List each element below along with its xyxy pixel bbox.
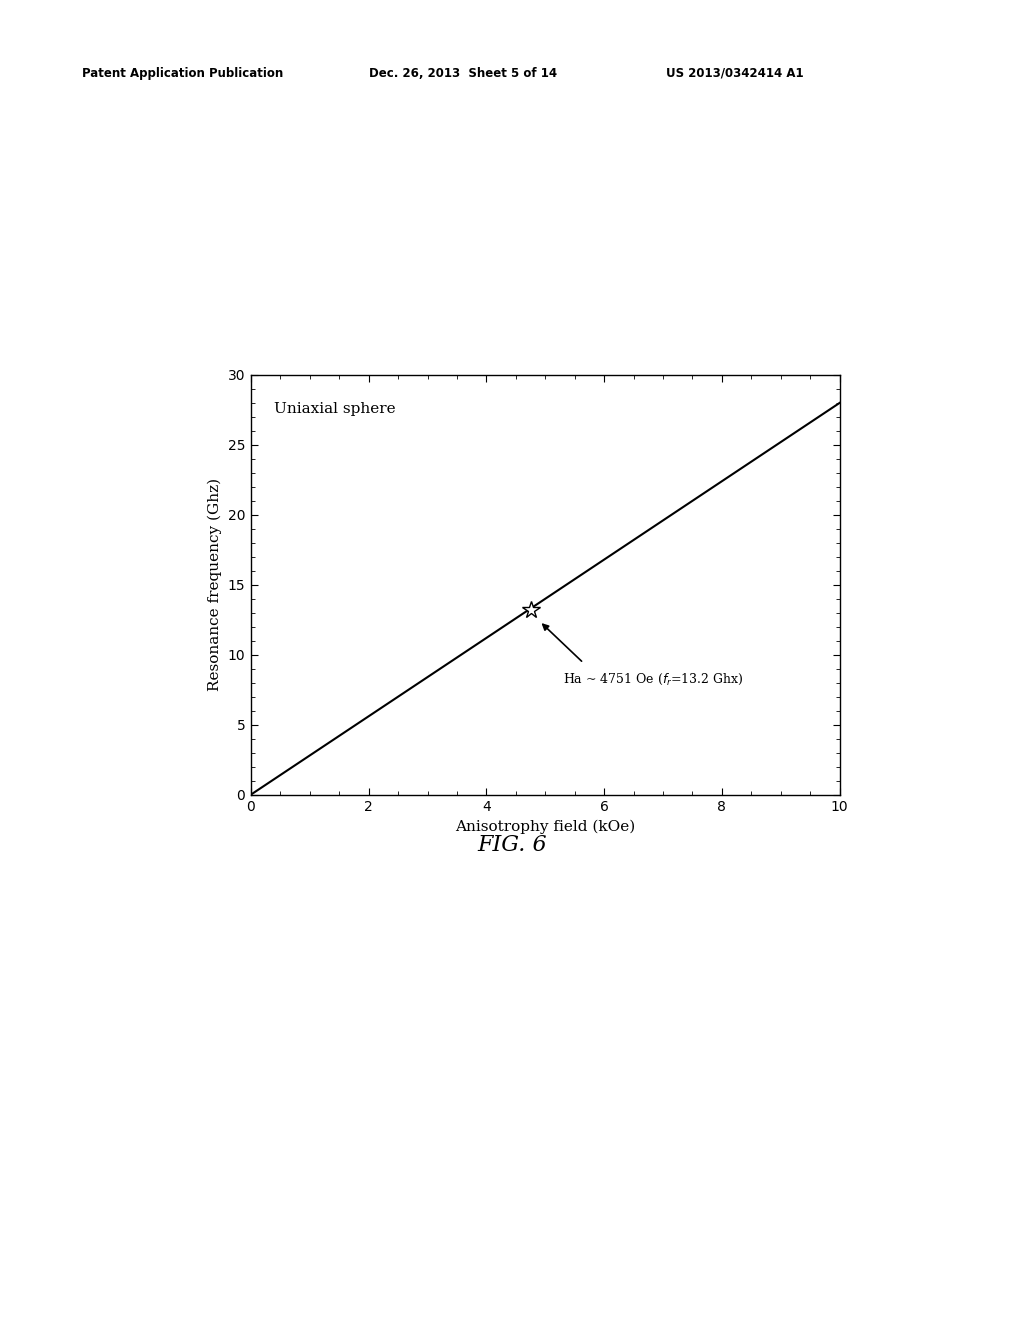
Text: US 2013/0342414 A1: US 2013/0342414 A1: [666, 66, 803, 79]
Text: Dec. 26, 2013  Sheet 5 of 14: Dec. 26, 2013 Sheet 5 of 14: [369, 66, 557, 79]
Text: FIG. 6: FIG. 6: [477, 834, 547, 857]
Text: Uniaxial sphere: Uniaxial sphere: [274, 401, 396, 416]
X-axis label: Anisotrophy field (kOe): Anisotrophy field (kOe): [455, 820, 636, 834]
Text: Patent Application Publication: Patent Application Publication: [82, 66, 284, 79]
Text: Ha ~ 4751 Oe ($\mathit{f_r}$=13.2 Ghx): Ha ~ 4751 Oe ($\mathit{f_r}$=13.2 Ghx): [563, 672, 743, 686]
Y-axis label: Resonance frequency (Ghz): Resonance frequency (Ghz): [208, 478, 222, 692]
